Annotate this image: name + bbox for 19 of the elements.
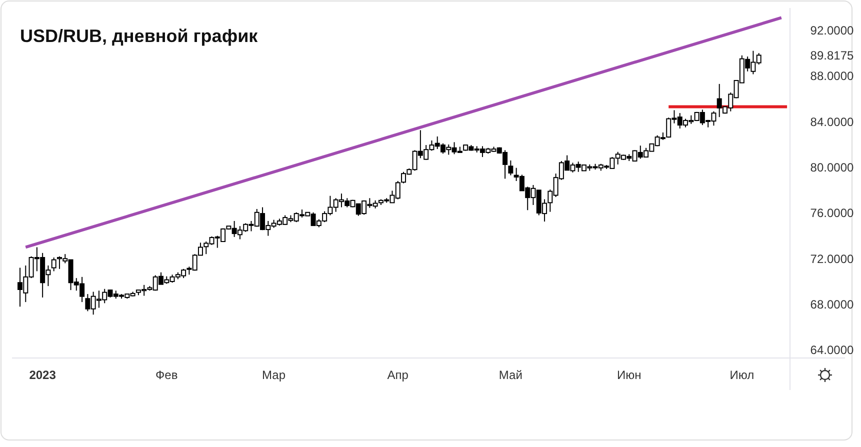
y-tick-label: 80.0000 (810, 160, 854, 174)
text: USD/RUB, дневной график (20, 26, 259, 46)
y-tick-label: 64.0000 (810, 343, 854, 358)
x-tick-label: Июн (616, 368, 642, 382)
candlestick (51, 257, 56, 272)
y-tick-label: 84.0000 (810, 114, 854, 129)
y-tick-label: 72.0000 (810, 252, 854, 266)
x-tick-label: Май (498, 368, 522, 382)
x-tick-label: 2023 (29, 368, 56, 382)
candlestick (508, 160, 514, 176)
y-tick-label: 68.0000 (810, 298, 854, 312)
x-tick-label: Мар (262, 368, 286, 382)
x-tick-label: Фев (156, 368, 178, 382)
y-tick-label: 88.0000 (810, 69, 854, 84)
y-tick-label: 92.0000 (810, 23, 854, 38)
y-tick-label: 76.0000 (810, 206, 854, 220)
x-tick-label: Апр (387, 368, 409, 382)
x-tick-label: Июл (730, 368, 754, 382)
y-tick-label: 89.8175 (810, 48, 854, 62)
